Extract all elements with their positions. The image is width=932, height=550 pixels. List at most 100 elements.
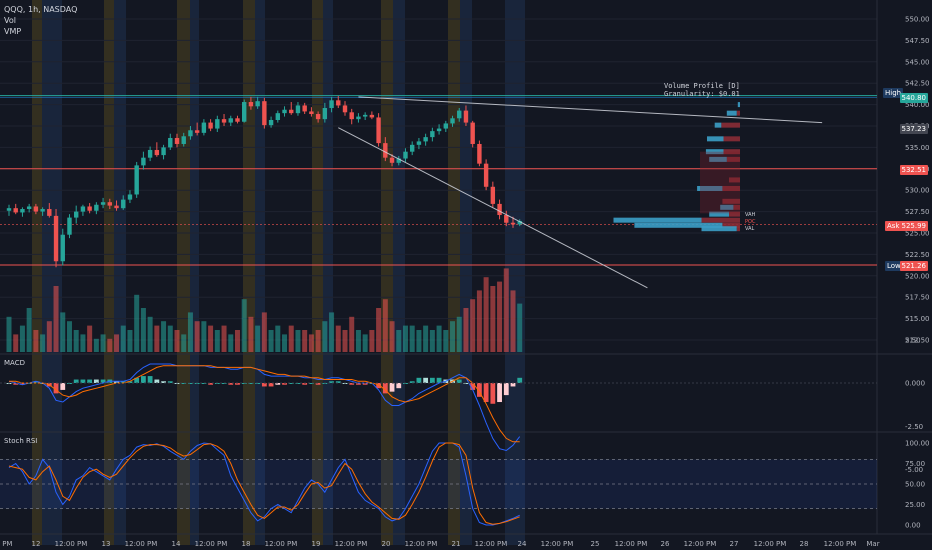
time-tick-label: 12:00 PM — [541, 540, 574, 548]
candle-body — [208, 122, 213, 129]
volume-bar — [140, 308, 146, 352]
symbol-title[interactable]: QQQ, 1h, NASDAQ — [4, 5, 78, 14]
candle-body — [154, 149, 160, 156]
macd-histogram-bar — [33, 381, 39, 383]
trendline-price-label: 537.23 — [899, 124, 928, 134]
candle-body — [416, 141, 422, 145]
vp-up-bar — [613, 217, 702, 223]
macd-histogram-bar — [167, 381, 173, 383]
volume-bar — [194, 321, 200, 352]
volume-bar — [268, 330, 274, 352]
low-price-label: 521.26 — [899, 261, 928, 271]
volume-bar — [376, 308, 382, 352]
vp-up-bar — [737, 102, 740, 108]
upper-trendline — [358, 96, 823, 124]
macd-histogram-bar — [147, 376, 153, 383]
candle-body — [228, 118, 233, 123]
session-band — [42, 0, 62, 545]
candle-body — [174, 137, 180, 144]
volume-bar — [19, 325, 25, 352]
vp-up-bar — [707, 136, 724, 142]
macd-pane-label[interactable]: MACD — [4, 359, 25, 367]
volume-bar — [181, 334, 187, 352]
macd-histogram-bar — [302, 383, 308, 385]
time-axis: 0 PM 12 12:00 PM 13 12:00 PM 14 12:00 PM 18 12:0… — [0, 533, 932, 548]
vp-down-bar — [722, 185, 740, 191]
volume-bar — [80, 334, 86, 352]
macd-histogram-bar — [154, 379, 160, 383]
candle-body — [181, 136, 186, 144]
volume-bar — [187, 312, 193, 352]
candle-body — [215, 119, 220, 129]
price-tick-label: 550.00 — [905, 16, 930, 24]
candle-body — [396, 158, 401, 163]
candle-body — [430, 131, 435, 138]
candle-body — [127, 194, 133, 200]
candle-body — [369, 114, 375, 118]
volume-bar — [174, 330, 180, 352]
macd-histogram-bar — [228, 383, 234, 385]
volume-bar — [107, 338, 113, 352]
macd-histogram-bar — [127, 381, 133, 383]
macd-histogram-bar — [73, 379, 79, 383]
session-band — [104, 0, 114, 545]
high-price-label: 540.80 — [899, 93, 928, 103]
candle-body — [470, 122, 475, 144]
volume-bar — [234, 330, 240, 352]
candle-body — [194, 130, 200, 133]
volume-bar — [214, 330, 220, 352]
candle-body — [315, 114, 321, 120]
candle-body — [410, 144, 415, 152]
time-tick-label: 12:00 PM — [684, 540, 717, 548]
volume-profile-title: Volume Profile [D] — [664, 82, 740, 90]
candle-body — [141, 157, 146, 166]
candle-body — [275, 113, 280, 121]
candle-body — [161, 147, 166, 156]
volume-bar — [396, 330, 402, 352]
stoch-rsi-pane-label[interactable]: Stoch RSI — [4, 437, 38, 445]
macd-histogram-bar — [477, 383, 482, 397]
candle-body — [74, 211, 79, 218]
stoch-d-line — [8, 442, 520, 525]
stoch-tick-label: 100.00 — [905, 440, 930, 448]
candle-body — [403, 151, 408, 159]
macd-histogram-bar — [120, 381, 126, 383]
macd-histogram-bar — [470, 383, 476, 390]
candle-body — [517, 221, 522, 225]
price-tick-label: 520.00 — [905, 272, 930, 280]
time-tick-label: 12:00 PM — [615, 540, 648, 548]
candle-body — [221, 119, 227, 123]
low-tag: Low — [885, 261, 903, 271]
volume-bar — [322, 321, 328, 352]
vp-up-bar — [709, 211, 729, 217]
vmp-indicator-label[interactable]: VMP — [4, 27, 22, 36]
volume-bars — [6, 268, 523, 352]
candle-body — [255, 101, 260, 107]
macd-histogram-bar — [93, 379, 99, 383]
vp-up-bar — [705, 149, 724, 155]
candles — [6, 96, 522, 268]
volume-bar — [154, 325, 160, 352]
candle-body — [295, 105, 301, 114]
volume-bar — [248, 316, 254, 352]
macd-histogram-bar — [396, 383, 402, 389]
stoch-tick-label: 25.00 — [905, 501, 925, 509]
macd-histogram-bar — [13, 383, 19, 385]
volume-bar — [87, 325, 93, 352]
candle-body — [147, 149, 153, 158]
volume-indicator-label[interactable]: Vol — [4, 16, 16, 25]
candle-body — [302, 105, 307, 112]
price-tick-label: 530.00 — [905, 187, 930, 195]
volume-bar — [208, 325, 214, 352]
candle-body — [329, 100, 334, 109]
candle-body — [450, 118, 455, 124]
vp-down-bar — [721, 122, 740, 128]
time-tick-label: 19 — [312, 540, 321, 548]
volume-bar — [429, 330, 435, 352]
candle-body — [423, 137, 428, 142]
volume-bar — [369, 330, 375, 352]
macd-histogram-bar — [282, 383, 287, 385]
macd-tick-label: -2.50 — [905, 423, 923, 431]
